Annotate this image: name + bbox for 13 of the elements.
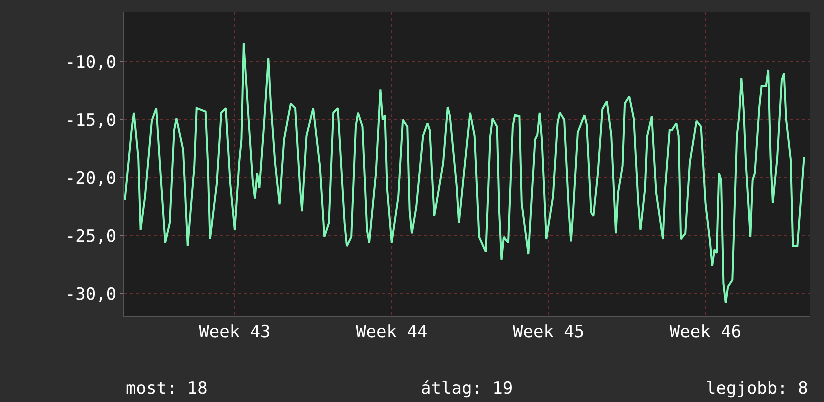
text: most: 18 (126, 379, 208, 399)
y-tick-label: -20,0 (65, 168, 117, 189)
x-tick-label: Week 46 (670, 322, 742, 342)
x-tick-label: Week 45 (513, 322, 585, 342)
line-series (124, 42, 806, 304)
y-tick-label: -10,0 (65, 52, 117, 73)
x-tick-label: Week 43 (199, 322, 271, 342)
y-tick-label: -30,0 (65, 284, 117, 305)
y-tick-label: -15,0 (65, 110, 117, 131)
text: átlag: 19 (421, 379, 514, 399)
x-tick-label: Week 44 (356, 322, 428, 342)
y-tick-label: -25,0 (65, 226, 117, 247)
text: legjobb: 8 (706, 379, 808, 399)
